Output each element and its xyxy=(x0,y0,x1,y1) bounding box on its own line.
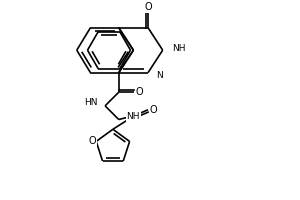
Text: O: O xyxy=(135,87,143,97)
Text: O: O xyxy=(149,105,157,115)
Text: O: O xyxy=(88,136,96,146)
Text: NH: NH xyxy=(172,44,186,53)
Text: HN: HN xyxy=(84,98,97,107)
Text: NH: NH xyxy=(127,112,140,121)
Text: O: O xyxy=(144,2,152,12)
Text: N: N xyxy=(156,71,163,80)
